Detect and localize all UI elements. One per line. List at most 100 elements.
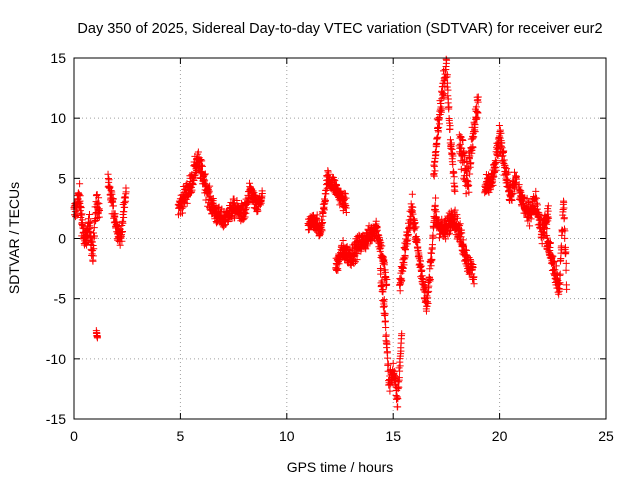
y-tick-label: 15 [50,50,66,66]
data-point [372,217,380,225]
x-tick-label: 25 [598,428,614,444]
data-point [77,211,85,219]
data-point [231,214,239,222]
data-point [444,79,452,87]
data-point [457,157,465,165]
data-point [446,136,454,144]
data-point [466,170,474,178]
data-point [459,236,467,244]
data-point [497,129,505,137]
data-point [75,190,83,198]
data-point [424,289,432,297]
data-point [424,300,432,308]
data-point [194,148,202,156]
data-point [384,354,392,362]
data-point [460,147,468,155]
data-point [563,285,571,293]
x-tick-label: 0 [70,428,78,444]
data-point [508,189,516,197]
data-point [489,181,497,189]
data-point [118,237,126,245]
data-point [413,236,421,244]
data-point [458,229,466,237]
data-point [96,206,104,214]
data-point [447,207,455,215]
data-point [411,219,419,227]
data-point [437,108,445,116]
data-point [473,108,481,116]
data-point [470,273,478,281]
data-point [108,190,116,198]
data-point [474,93,482,101]
data-point [321,196,329,204]
data-point [465,188,473,196]
data-point [206,182,214,190]
data-point [552,262,560,270]
data-point [469,144,477,152]
chart-title: Day 350 of 2025, Sidereal Day-to-day VTE… [77,21,602,37]
data-point [509,190,517,198]
data-point [534,201,542,209]
data-point [400,261,408,269]
data-point [122,188,130,196]
data-point [470,280,478,288]
data-point [188,186,196,194]
data-point [72,213,80,221]
data-point [394,395,402,403]
data-point [118,227,126,235]
data-point [461,246,469,254]
data-point [444,95,452,103]
data-point [459,136,467,144]
data-point [396,362,404,370]
data-point [503,165,511,173]
data-point [398,276,406,284]
data-point [545,214,553,222]
data-point [342,209,350,217]
data-point [77,204,85,212]
data-point [244,198,252,206]
data-point [446,122,454,130]
data-point [552,269,560,277]
data-point [467,159,475,167]
data-point [453,214,461,222]
data-point [109,202,117,210]
data-point [184,192,192,200]
data-point [396,287,404,295]
y-tick-label: 10 [50,110,66,126]
data-point [85,211,93,219]
grid-lines [74,58,606,419]
data-point [384,360,392,368]
x-axis-label: GPS time / hours [287,459,394,475]
data-point [382,274,390,282]
data-point [434,133,442,141]
data-point [85,218,93,226]
data-point [89,241,97,249]
data-point [443,71,451,79]
data-point [561,234,569,242]
data-point [381,317,389,325]
data-point [399,267,407,275]
data-point [380,259,388,267]
data-point [87,219,95,227]
data-point [116,241,124,249]
y-axis-label: SDTVAR / TECUs [6,182,22,294]
data-point [465,181,473,189]
data-point [198,162,206,170]
data-point [416,253,424,261]
data-point [88,238,96,246]
data-point [383,340,391,348]
data-point [464,165,472,173]
data-point [76,192,84,200]
data-point [442,235,450,243]
data-point [76,180,84,188]
data-point [556,285,564,293]
data-point [107,187,115,195]
y-tick-label: 5 [58,170,66,186]
data-point [560,214,568,222]
data-point [456,220,464,228]
data-point [241,213,249,221]
data-point [543,234,551,242]
data-point [469,264,477,272]
data-point [111,210,119,218]
